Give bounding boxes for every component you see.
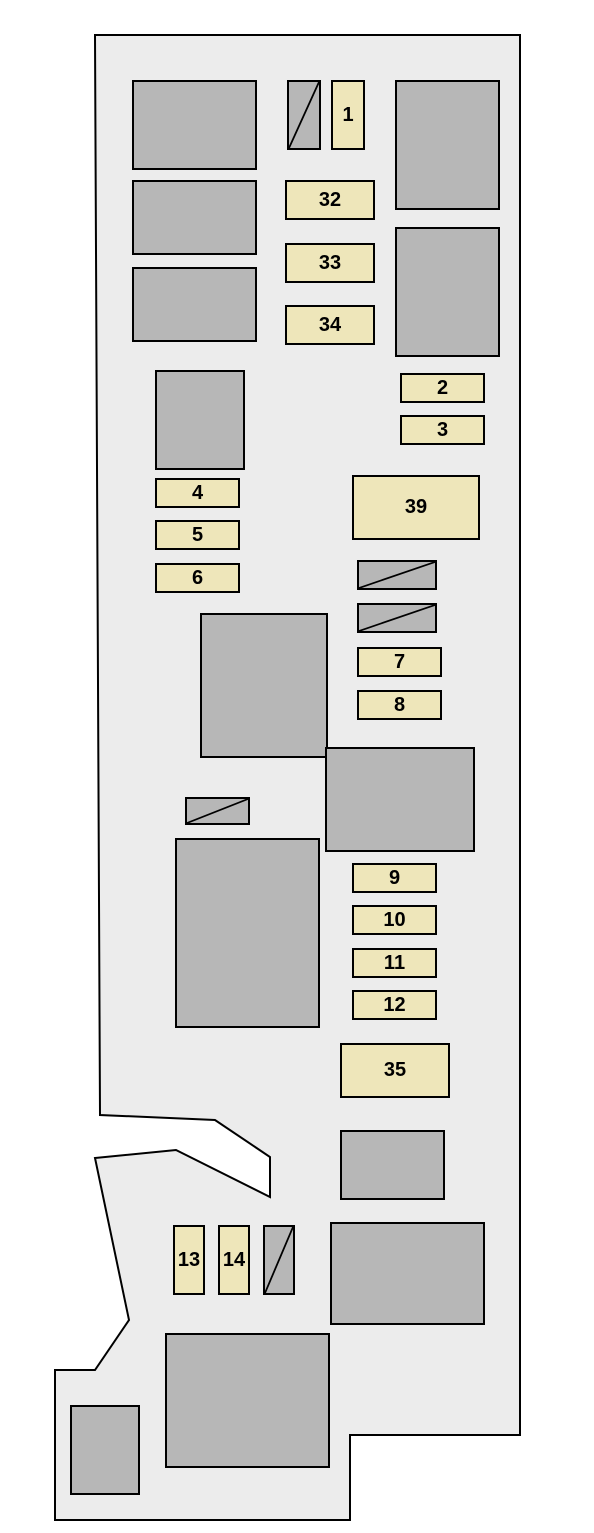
fuse-label: 11 [384,952,405,975]
fuse-label: 6 [192,567,203,590]
fuse-9: 9 [352,863,437,893]
fuse-4: 4 [155,478,240,508]
fuse-10: 10 [352,905,437,935]
fuse-12: 12 [352,990,437,1020]
fuse-7: 7 [357,647,442,677]
relay-block-11 [165,1333,330,1468]
relay-block-1 [132,180,257,255]
fuse-label: 39 [405,496,427,519]
fuse-label: 12 [383,994,405,1017]
fuse-label: 34 [319,314,341,337]
empty-slot-2 [357,603,437,633]
empty-slot-0 [287,80,321,150]
relay-block-3 [395,80,500,210]
empty-slot-1 [357,560,437,590]
fuse-label: 35 [384,1059,406,1082]
fuse-14: 14 [218,1225,250,1295]
relay-block-12 [70,1405,140,1495]
fuse-34: 34 [285,305,375,345]
fuse-label: 9 [389,867,400,890]
relay-block-2 [132,267,257,342]
fuse-label: 3 [437,419,448,442]
fuse-label: 10 [383,909,405,932]
relay-block-4 [395,227,500,357]
fuse-label: 2 [437,377,448,400]
fuse-3: 3 [400,415,485,445]
fuse-35: 35 [340,1043,450,1098]
fuse-8: 8 [357,690,442,720]
fuse-6: 6 [155,563,240,593]
relay-block-0 [132,80,257,170]
fuse-label: 32 [319,189,341,212]
fuse-label: 14 [223,1249,245,1272]
relay-block-5 [155,370,245,470]
fuse-label: 7 [394,651,405,674]
fuse-box-diagram: 13233342345639789101112351314 [0,0,594,1533]
fuse-11: 11 [352,948,437,978]
fuse-label: 5 [192,524,203,547]
fuse-label: 4 [192,482,203,505]
fuse-2: 2 [400,373,485,403]
empty-slot-4 [263,1225,295,1295]
relay-block-6 [200,613,328,758]
fuse-label: 33 [319,252,341,275]
fuse-13: 13 [173,1225,205,1295]
fuse-32: 32 [285,180,375,220]
panel-outline [0,0,594,1533]
fuse-label: 13 [178,1249,200,1272]
relay-block-7 [325,747,475,852]
empty-slot-3 [185,797,250,825]
fuse-33: 33 [285,243,375,283]
relay-block-8 [175,838,320,1028]
fuse-1: 1 [331,80,365,150]
relay-block-10 [330,1222,485,1325]
fuse-label: 8 [394,694,405,717]
fuse-label: 1 [342,104,353,127]
fuse-5: 5 [155,520,240,550]
fuse-39: 39 [352,475,480,540]
relay-block-9 [340,1130,445,1200]
